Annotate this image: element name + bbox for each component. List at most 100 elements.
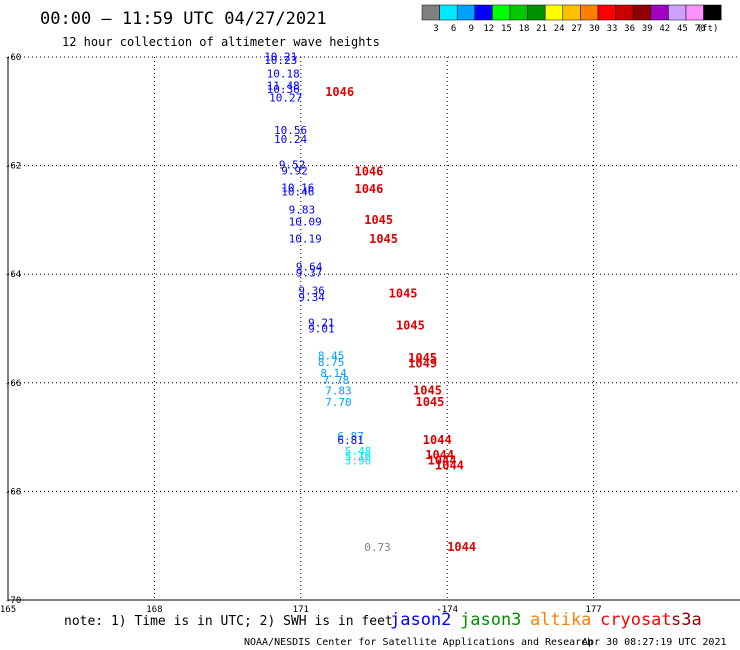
color-scale-legend: 3 6 9 12 15 18 21 24 27 30 33 36 39 42 45 70(ft) bbox=[421, 4, 722, 34]
pressure-labels: 1046104610461045104510451045104510491045… bbox=[325, 85, 476, 554]
swh-value-label: 9.37 bbox=[296, 266, 323, 279]
color-scale-swatch bbox=[492, 4, 511, 21]
color-scale-label: 70 bbox=[695, 24, 706, 34]
swh-value-label: 7.70 bbox=[325, 396, 352, 409]
color-scale-swatch bbox=[597, 4, 616, 21]
swh-value-label: 10.46 bbox=[281, 185, 314, 198]
x-tick-label: -174 bbox=[436, 605, 458, 615]
swh-value-label: 10.09 bbox=[289, 215, 322, 228]
swh-value-label: 7.83 bbox=[325, 385, 352, 398]
pressure-label: 1046 bbox=[354, 164, 383, 178]
color-scale-swatch bbox=[650, 4, 669, 21]
y-tick-label: -68 bbox=[5, 487, 21, 497]
swh-value-label: 9.64 bbox=[296, 260, 323, 273]
x-tick-label: 165 bbox=[0, 605, 16, 615]
swh-value-label: 9.34 bbox=[298, 291, 325, 304]
swh-value-label: 3.96 bbox=[345, 454, 372, 467]
swh-value-label: 9.92 bbox=[281, 164, 308, 177]
swh-value-label: 8.14 bbox=[320, 367, 347, 380]
color-scale-swatch bbox=[685, 4, 704, 21]
color-scale-swatch bbox=[703, 4, 722, 21]
swh-value-label: 9.21 bbox=[308, 316, 335, 329]
color-scale-label: 30 bbox=[589, 24, 600, 34]
swh-value-label: 10.24 bbox=[274, 133, 307, 146]
y-tick-label: -62 bbox=[5, 162, 21, 172]
satellite-legend-altika: altika bbox=[530, 610, 591, 630]
footer-note: note: 1) Time is in UTC; 2) SWH is in fe… bbox=[64, 614, 393, 629]
y-tick-label: -64 bbox=[5, 270, 21, 280]
swh-value-label: 7.78 bbox=[323, 374, 350, 387]
pressure-label: 1045 bbox=[396, 319, 425, 333]
swh-value-label: 10.18 bbox=[267, 68, 300, 81]
color-scale-swatch bbox=[562, 4, 581, 21]
x-tick-label: 171 bbox=[293, 605, 309, 615]
pressure-label: 1044 bbox=[435, 459, 464, 473]
color-scale-swatch bbox=[527, 4, 546, 21]
footer-timestamp: Apr 30 08:27:19 UTC 2021 bbox=[582, 637, 727, 648]
swh-value-label: 9.01 bbox=[308, 322, 335, 335]
swh-value-label: 10.16 bbox=[281, 182, 314, 195]
pressure-label: 1045 bbox=[369, 232, 398, 246]
x-tick-label: 177 bbox=[585, 605, 601, 615]
swh-value-label: 8.45 bbox=[318, 349, 345, 362]
satellite-legend-cryosat: cryosat bbox=[600, 610, 672, 630]
swh-value-label: 0.73 bbox=[364, 541, 391, 554]
swh-value-label: 6.87 bbox=[337, 430, 364, 443]
color-scale-swatch bbox=[544, 4, 564, 21]
swh-value-label: 10.56 bbox=[274, 124, 307, 137]
swh-value-label: 8.75 bbox=[318, 356, 345, 369]
pressure-label: 1044 bbox=[447, 540, 476, 554]
y-tick-label: -60 bbox=[5, 53, 21, 63]
swh-value-label: 10.36 bbox=[267, 83, 300, 96]
color-scale-swatch bbox=[668, 4, 687, 21]
satellite-legend-jason3: jason3 bbox=[460, 610, 521, 630]
pressure-label: 1045 bbox=[415, 395, 444, 409]
satellite-legend-jason2: jason2 bbox=[390, 610, 451, 630]
pressure-label: 1045 bbox=[408, 351, 437, 365]
color-scale-swatch bbox=[580, 4, 599, 21]
satellite-legend: jason2 jason3 altika cryosat s3a bbox=[390, 610, 702, 630]
axis-ticks: 165 168 171 -174 177 -60 -62 -64 -66 -68 -70 bbox=[0, 53, 602, 615]
color-scale-swatch bbox=[615, 4, 634, 21]
pressure-label: 1045 bbox=[389, 287, 418, 301]
color-scale-label: 45 bbox=[677, 24, 688, 34]
swh-value-label: 5.48 bbox=[345, 445, 372, 458]
color-scale-swatch bbox=[632, 4, 652, 21]
color-scale-label: 12 bbox=[483, 24, 494, 34]
pressure-label: 1044 bbox=[423, 433, 452, 447]
color-scale-label: 33 bbox=[607, 24, 618, 34]
chart-subtitle: 12 hour collection of altimeter wave hei… bbox=[62, 35, 380, 49]
plot-area bbox=[7, 57, 740, 601]
color-scale-label: (ft) bbox=[697, 24, 719, 34]
swh-value-label: 9.36 bbox=[298, 284, 325, 297]
swh-value-label: 10.21 bbox=[264, 50, 297, 63]
x-tick-label: 168 bbox=[146, 605, 162, 615]
color-scale-label: 9 bbox=[468, 24, 473, 34]
swh-value-label: 9.83 bbox=[289, 203, 316, 216]
pressure-label: 1045 bbox=[364, 213, 393, 227]
pressure-label: 1046 bbox=[325, 85, 354, 99]
color-scale-label: 15 bbox=[501, 24, 512, 34]
swh-value-label: 6.81 bbox=[337, 434, 364, 447]
swh-value-label: 10.19 bbox=[289, 233, 322, 246]
color-scale-label: 21 bbox=[536, 24, 547, 34]
color-scale-label: 27 bbox=[571, 24, 582, 34]
pressure-label: 1044 bbox=[425, 448, 454, 462]
pressure-label: 1049 bbox=[408, 357, 437, 371]
swh-value-label: 11.48 bbox=[267, 80, 300, 93]
color-scale-label: 39 bbox=[642, 24, 653, 34]
color-scale-label: 24 bbox=[554, 24, 565, 34]
swh-value-label: 10.23 bbox=[264, 54, 297, 67]
swh-value-label: 5.16 bbox=[345, 450, 372, 463]
swh-value-label: 9.52 bbox=[279, 158, 306, 171]
chart-title: 00:00 – 11:59 UTC 04/27/2021 bbox=[40, 9, 327, 29]
color-scale-label: 3 bbox=[433, 24, 438, 34]
color-scale-label: 6 bbox=[451, 24, 456, 34]
satellite-legend-s3a: s3a bbox=[671, 610, 702, 630]
color-scale-swatch bbox=[474, 4, 493, 21]
color-scale-swatch bbox=[439, 4, 458, 21]
color-scale-swatch bbox=[509, 4, 528, 21]
y-tick-label: -66 bbox=[5, 379, 21, 389]
